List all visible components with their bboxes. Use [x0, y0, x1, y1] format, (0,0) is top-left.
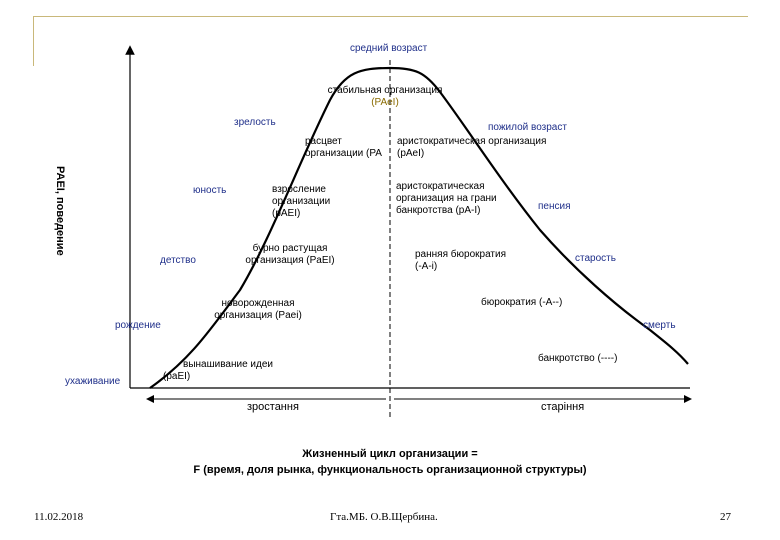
stage-aristocracy-bankrupt-line1: аристократическая	[396, 181, 485, 192]
stage-middle-age: средний возраст	[350, 43, 428, 54]
stage-go-go-line1: бурно растущая	[252, 243, 328, 254]
footer-author: Гта.МБ. О.В.Щербина.	[330, 511, 438, 523]
stage-newborn-line2: организация (Paei)	[214, 310, 302, 321]
stage-nurturing-idea-line2: (paEI)	[163, 371, 191, 382]
stage-growing-line2: организации	[272, 196, 331, 207]
slide-frame-top	[33, 16, 748, 17]
stage-early-bureaucracy: ранняя бюрократия (-A-i)	[415, 249, 506, 273]
stage-newborn: новорожденная организация (Paei)	[208, 298, 308, 322]
phase-aging: старіння	[541, 401, 585, 413]
stage-stable-org: стабильная организация (PAeI)	[320, 85, 450, 109]
stage-death: смерть	[643, 320, 676, 331]
stage-go-go: бурно растущая организация (PaEI)	[238, 243, 342, 267]
lifecycle-curve	[149, 66, 689, 389]
stage-maturity: зрелость	[234, 117, 276, 128]
caption-line1: Жизненный цикл организации =	[302, 448, 478, 460]
stage-childhood: детство	[160, 255, 196, 266]
stage-growing-line1: взросление	[272, 184, 326, 195]
stage-aristocracy-bankrupt-line3: банкротства (pA-I)	[396, 205, 481, 216]
phase-growth: зростання	[247, 401, 299, 413]
stage-prime-line1: расцвет	[305, 136, 342, 147]
stage-bureaucracy: бюрократия (-A--)	[481, 297, 563, 308]
stage-aristocracy-bankrupt: аристократическая организация на грани б…	[396, 181, 497, 217]
stage-nurturing-idea-line1: вынашивание идеи	[183, 359, 273, 370]
stage-old-age: пожилой возраст	[488, 122, 567, 133]
stage-early-bureaucracy-line2: (-A-i)	[415, 261, 438, 272]
stage-go-go-line2: организация (PaEI)	[245, 255, 335, 266]
caption-line2: F (время, доля рынка, функциональность о…	[193, 464, 587, 476]
y-axis-label: PAEI, поведение	[54, 166, 66, 256]
stage-aristocracy-line2: (pAeI)	[397, 148, 425, 159]
stage-stable-org-line2: (PAeI)	[371, 97, 399, 108]
stage-growing: взросление организации (pAEI)	[272, 184, 330, 220]
stage-youth: юность	[193, 185, 227, 196]
stage-prime: расцвет организации (PA	[305, 136, 382, 160]
stage-bankruptcy: банкротство (----)	[538, 353, 618, 364]
stage-newborn-line1: новорожденная	[221, 298, 295, 309]
footer-page-number: 27	[720, 511, 731, 523]
slide-frame-left	[33, 16, 34, 66]
footer-date: 11.02.2018	[34, 511, 84, 523]
stage-nurturing-idea: вынашивание идеи (paEI)	[163, 359, 273, 383]
stage-aristocracy: аристократическая организация (pAeI)	[397, 136, 546, 160]
stage-senility: старость	[575, 253, 616, 264]
stage-growing-line3: (pAEI)	[272, 208, 301, 219]
stage-stable-org-line1: стабильная организация	[327, 85, 443, 96]
stage-aristocracy-bankrupt-line2: организация на грани	[396, 193, 497, 204]
stage-prime-line2: организации (PA	[305, 148, 382, 159]
stage-aristocracy-line1: аристократическая организация	[397, 136, 547, 147]
stage-birth: рождение	[115, 320, 161, 331]
stage-early-bureaucracy-line1: ранняя бюрократия	[415, 249, 506, 260]
stage-pension: пенсия	[538, 201, 571, 212]
stage-courtship: ухаживание	[65, 376, 121, 387]
